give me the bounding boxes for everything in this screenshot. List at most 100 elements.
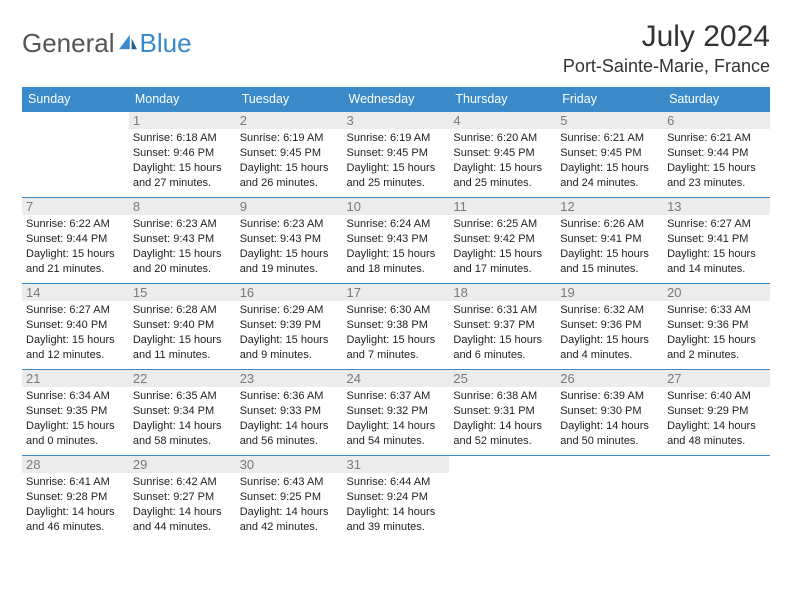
day-number: 15 [129,284,236,301]
sunrise-text: Sunrise: 6:43 AM [240,475,339,490]
day-info: Sunrise: 6:27 AMSunset: 9:40 PMDaylight:… [26,303,125,362]
sunrise-text: Sunrise: 6:20 AM [453,131,552,146]
day-info: Sunrise: 6:34 AMSunset: 9:35 PMDaylight:… [26,389,125,448]
sunrise-text: Sunrise: 6:36 AM [240,389,339,404]
day-cell-31: 31Sunrise: 6:44 AMSunset: 9:24 PMDayligh… [343,456,450,542]
daylight-text: Daylight: 14 hours [347,505,446,520]
day-info: Sunrise: 6:40 AMSunset: 9:29 PMDaylight:… [667,389,766,448]
sunrise-text: Sunrise: 6:38 AM [453,389,552,404]
sunrise-text: Sunrise: 6:39 AM [560,389,659,404]
day-number: 25 [449,370,556,387]
daylight-text: Daylight: 14 hours [347,419,446,434]
day-number: 26 [556,370,663,387]
day-number: 31 [343,456,450,473]
sunset-text: Sunset: 9:28 PM [26,490,125,505]
sunrise-text: Sunrise: 6:22 AM [26,217,125,232]
day-number: 28 [22,456,129,473]
sunrise-text: Sunrise: 6:23 AM [133,217,232,232]
day-number: 3 [343,112,450,129]
sunset-text: Sunset: 9:43 PM [347,232,446,247]
day-info: Sunrise: 6:42 AMSunset: 9:27 PMDaylight:… [133,475,232,534]
day-info: Sunrise: 6:23 AMSunset: 9:43 PMDaylight:… [133,217,232,276]
day-info: Sunrise: 6:28 AMSunset: 9:40 PMDaylight:… [133,303,232,362]
daylight-text-2: and 6 minutes. [453,348,552,363]
sunset-text: Sunset: 9:35 PM [26,404,125,419]
sunset-text: Sunset: 9:33 PM [240,404,339,419]
day-number: 10 [343,198,450,215]
day-cell-16: 16Sunrise: 6:29 AMSunset: 9:39 PMDayligh… [236,284,343,370]
sunrise-text: Sunrise: 6:42 AM [133,475,232,490]
day-number: 11 [449,198,556,215]
sunrise-text: Sunrise: 6:25 AM [453,217,552,232]
sunset-text: Sunset: 9:32 PM [347,404,446,419]
sunrise-text: Sunrise: 6:31 AM [453,303,552,318]
day-number: 5 [556,112,663,129]
calendar-table: SundayMondayTuesdayWednesdayThursdayFrid… [22,87,770,542]
day-info: Sunrise: 6:30 AMSunset: 9:38 PMDaylight:… [347,303,446,362]
day-cell-6: 6Sunrise: 6:21 AMSunset: 9:44 PMDaylight… [663,112,770,198]
daylight-text: Daylight: 15 hours [453,161,552,176]
sunset-text: Sunset: 9:36 PM [667,318,766,333]
daylight-text: Daylight: 15 hours [560,161,659,176]
sunset-text: Sunset: 9:27 PM [133,490,232,505]
daylight-text: Daylight: 15 hours [347,161,446,176]
daylight-text-2: and 24 minutes. [560,176,659,191]
daylight-text: Daylight: 15 hours [133,333,232,348]
daylight-text-2: and 54 minutes. [347,434,446,449]
day-number: 17 [343,284,450,301]
sunrise-text: Sunrise: 6:30 AM [347,303,446,318]
daylight-text: Daylight: 15 hours [240,161,339,176]
weekday-wednesday: Wednesday [343,87,450,112]
day-number: 14 [22,284,129,301]
day-number: 22 [129,370,236,387]
daylight-text-2: and 15 minutes. [560,262,659,277]
day-number: 24 [343,370,450,387]
sunrise-text: Sunrise: 6:28 AM [133,303,232,318]
weekday-thursday: Thursday [449,87,556,112]
day-info: Sunrise: 6:35 AMSunset: 9:34 PMDaylight:… [133,389,232,448]
sunset-text: Sunset: 9:25 PM [240,490,339,505]
daylight-text: Daylight: 14 hours [133,419,232,434]
day-cell-2: 2Sunrise: 6:19 AMSunset: 9:45 PMDaylight… [236,112,343,198]
daylight-text-2: and 19 minutes. [240,262,339,277]
brand-logo: General Blue [22,20,192,59]
day-cell-7: 7Sunrise: 6:22 AMSunset: 9:44 PMDaylight… [22,198,129,284]
sunrise-text: Sunrise: 6:41 AM [26,475,125,490]
daylight-text-2: and 4 minutes. [560,348,659,363]
daylight-text-2: and 18 minutes. [347,262,446,277]
sunset-text: Sunset: 9:43 PM [240,232,339,247]
day-cell-5: 5 Sunrise: 6:21 AMSunset: 9:45 PMDaylight… [556,112,663,198]
daylight-text-2: and 39 minutes. [347,520,446,535]
sunset-text: Sunset: 9:39 PM [240,318,339,333]
day-info: Sunrise: 6:24 AMSunset: 9:43 PMDaylight:… [347,217,446,276]
daylight-text: Daylight: 15 hours [26,419,125,434]
sunrise-text: Sunrise: 6:19 AM [347,131,446,146]
daylight-text-2: and 23 minutes. [667,176,766,191]
day-info: Sunrise: 6:23 AMSunset: 9:43 PMDaylight:… [240,217,339,276]
daylight-text-2: and 12 minutes. [26,348,125,363]
table-row: 14 Sunrise: 6:27 AMSunset: 9:40 PMDayligh… [22,284,770,370]
brand-word1: General [22,28,115,59]
day-info: Sunrise: 6:21 AMSunset: 9:45 PMDaylight:… [560,131,659,190]
day-number: 20 [663,284,770,301]
daylight-text-2: and 14 minutes. [667,262,766,277]
daylight-text-2: and 2 minutes. [667,348,766,363]
sunset-text: Sunset: 9:30 PM [560,404,659,419]
day-number: 13 [663,198,770,215]
calendar-head: SundayMondayTuesdayWednesdayThursdayFrid… [22,87,770,112]
sail-icon [117,33,139,51]
weekday-friday: Friday [556,87,663,112]
table-row: 28 Sunrise: 6:41 AMSunset: 9:28 PM Dayligh… [22,456,770,542]
daylight-text-2: and 42 minutes. [240,520,339,535]
daylight-text: Daylight: 15 hours [26,333,125,348]
daylight-text: Daylight: 14 hours [240,419,339,434]
sunset-text: Sunset: 9:41 PM [560,232,659,247]
day-cell-25: 25Sunrise: 6:38 AMSunset: 9:31 PMDayligh… [449,370,556,456]
day-cell-3: 3 Sunrise: 6:19 AMSunset: 9:45 PMDaylight… [343,112,450,198]
daylight-text: Daylight: 15 hours [667,247,766,262]
daylight-text: Daylight: 15 hours [667,161,766,176]
daylight-text: Daylight: 14 hours [240,505,339,520]
daylight-text: Daylight: 15 hours [347,247,446,262]
daylight-text-2: and 25 minutes. [453,176,552,191]
day-info: Sunrise: 6:19 AMSunset: 9:45 PMDaylight:… [347,131,446,190]
